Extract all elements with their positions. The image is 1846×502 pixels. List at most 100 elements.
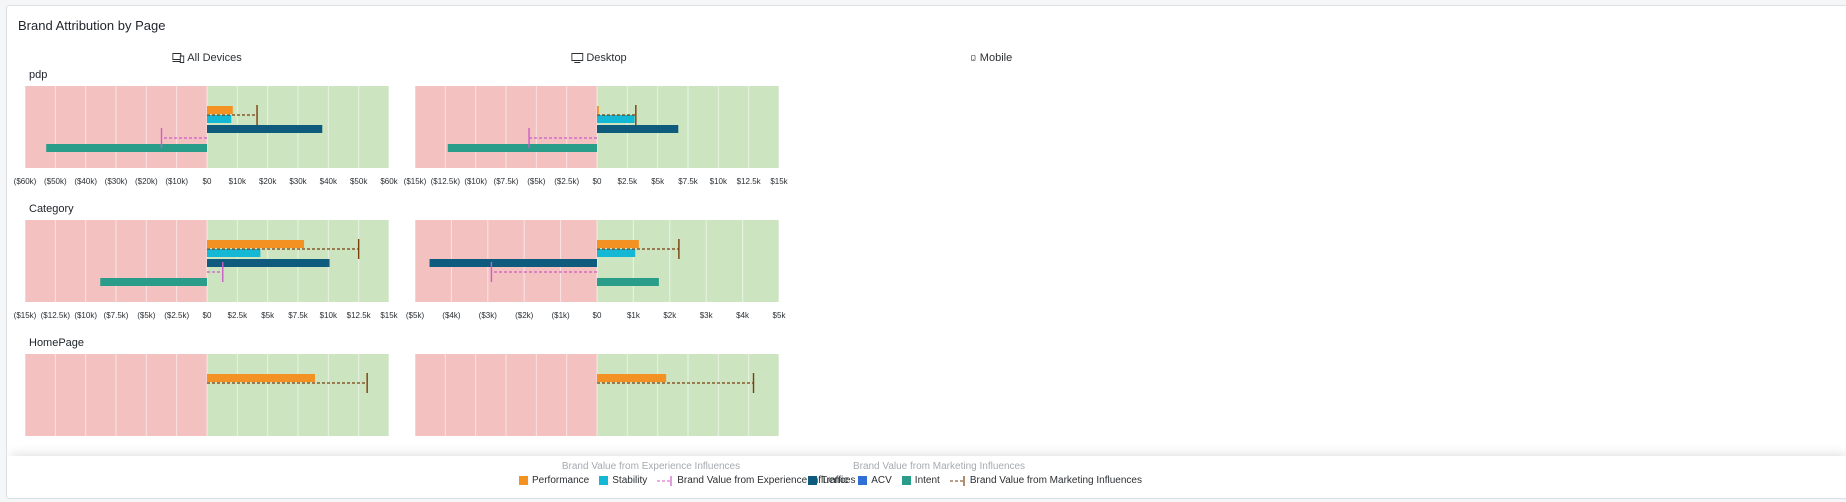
experience-total-line bbox=[528, 128, 597, 148]
legend-item-stability[interactable]: Stability bbox=[599, 475, 647, 486]
device-label: All Devices bbox=[187, 52, 242, 64]
performance-bar bbox=[207, 106, 233, 114]
exp-total-dash-icon bbox=[657, 475, 672, 486]
x-tick-label: ($4k) bbox=[442, 311, 461, 320]
legend-item-intent[interactable]: Intent bbox=[901, 475, 940, 486]
stability-bar bbox=[597, 115, 635, 123]
x-tick-label: $3k bbox=[700, 311, 714, 320]
row-label-category: Category bbox=[29, 203, 74, 215]
device-label: Desktop bbox=[586, 52, 627, 64]
x-tick-label: $12.5k bbox=[347, 311, 372, 320]
device-header-desktop: Desktop bbox=[571, 52, 627, 64]
traffic-bar bbox=[429, 259, 597, 267]
x-tick-label: ($5k) bbox=[406, 311, 425, 320]
x-tick-label: ($2.5k) bbox=[554, 177, 579, 186]
intent-bar bbox=[447, 144, 597, 152]
x-tick-label: ($30k) bbox=[105, 177, 128, 186]
x-tick-label: ($2k) bbox=[515, 311, 534, 320]
chart-pdp-all-devices: ($60k) ($50k) ($40k) ($30k) ($20k) ($10k) $0 $1… bbox=[14, 86, 399, 186]
x-tick-label: ($15k) bbox=[404, 177, 427, 186]
legend-item-performance[interactable]: Performance bbox=[519, 475, 589, 486]
brand-attribution-card: Brand Attribution by Page All Devices De… bbox=[6, 5, 1846, 499]
legend-marketing-items: Traffic ACV Intent Brand Value from Mark… bbox=[808, 475, 1142, 486]
x-tick-label: ($5k) bbox=[137, 311, 156, 320]
x-tick-label: $10k bbox=[320, 311, 338, 320]
x-tick-label: ($1k) bbox=[551, 311, 570, 320]
x-tick-label: $20k bbox=[259, 177, 277, 186]
performance-bar bbox=[207, 374, 315, 382]
acv-swatch bbox=[858, 476, 868, 485]
marketing-total-line bbox=[207, 239, 360, 259]
chart-pdp-desktop: ($15k) ($12.5k) ($10k) ($7.5k) ($5k) ($2.5k) $… bbox=[404, 86, 789, 186]
legend-item-mkt-total[interactable]: Brand Value from Marketing Influences bbox=[949, 475, 1142, 486]
intent-bar bbox=[46, 144, 207, 152]
x-tick-label: ($12.5k) bbox=[41, 311, 71, 320]
marketing-total-line bbox=[597, 373, 755, 393]
x-tick-label: $7.5k bbox=[288, 311, 309, 320]
intent-bar bbox=[100, 278, 207, 286]
performance-bar bbox=[597, 240, 639, 248]
legend-item-acv[interactable]: ACV bbox=[858, 475, 892, 486]
mkt-total-dash-icon bbox=[949, 475, 965, 486]
x-tick-label: $1k bbox=[627, 311, 641, 320]
x-tick-label: ($7.5k) bbox=[104, 311, 129, 320]
legend-experience-title: Brand Value from Experience Influences bbox=[561, 461, 741, 472]
traffic-swatch bbox=[808, 476, 817, 485]
intent-bar bbox=[597, 278, 659, 286]
x-tick-label: ($50k) bbox=[44, 177, 67, 186]
marketing-total-line bbox=[207, 105, 258, 125]
performance-bar bbox=[597, 374, 667, 382]
x-tick-label: $12.5k bbox=[737, 177, 762, 186]
traffic-bar bbox=[207, 259, 330, 267]
traffic-bar bbox=[597, 125, 679, 133]
marketing-total-line bbox=[597, 239, 680, 259]
x-tick-label: ($10k) bbox=[464, 177, 487, 186]
x-tick-label: $0 bbox=[593, 311, 602, 320]
legend-item-exp-total[interactable]: Brand Value from Experience Influences bbox=[657, 475, 856, 486]
x-tick-label: $0 bbox=[203, 177, 212, 186]
x-tick-label: ($20k) bbox=[135, 177, 158, 186]
experience-total-line bbox=[490, 262, 597, 282]
x-tick-label: ($15k) bbox=[14, 311, 37, 320]
x-tick-label: $40k bbox=[320, 177, 338, 186]
chart-homepage-all-devices bbox=[24, 354, 390, 436]
row-label-pdp: pdp bbox=[29, 69, 48, 81]
x-tick-label: $10k bbox=[710, 177, 728, 186]
x-tick-label: $2.5k bbox=[228, 311, 249, 320]
x-tick-label: ($5k) bbox=[527, 177, 546, 186]
x-tick-label: $5k bbox=[773, 311, 787, 320]
device-header-mobile: Mobile bbox=[970, 52, 1012, 64]
stability-swatch bbox=[599, 476, 609, 485]
experience-total-line bbox=[160, 128, 207, 148]
positive-region bbox=[597, 220, 779, 302]
x-tick-label: ($2.5k) bbox=[164, 311, 189, 320]
marketing-total-line bbox=[597, 105, 637, 125]
x-tick-label: $2.5k bbox=[618, 177, 639, 186]
x-tick-label: ($60k) bbox=[14, 177, 37, 186]
x-tick-label: $0 bbox=[203, 311, 212, 320]
x-tick-label: ($12.5k) bbox=[431, 177, 461, 186]
traffic-bar bbox=[207, 125, 323, 133]
legend-marketing-title: Brand Value from Marketing Influences bbox=[852, 461, 1026, 472]
performance-bar bbox=[597, 106, 599, 114]
marketing-total-line bbox=[207, 373, 368, 393]
stability-bar bbox=[597, 249, 636, 257]
x-tick-label: $7.5k bbox=[678, 177, 699, 186]
devices-icon bbox=[172, 53, 185, 63]
x-tick-label: $2k bbox=[663, 311, 677, 320]
x-tick-label: $15k bbox=[380, 311, 398, 320]
device-header-all-devices: All Devices bbox=[172, 52, 242, 64]
x-tick-label: ($10k) bbox=[165, 177, 188, 186]
performance-swatch bbox=[519, 476, 528, 485]
desktop-icon bbox=[571, 53, 584, 63]
x-tick-label: $30k bbox=[289, 177, 307, 186]
chart-category-desktop: ($5k) ($4k) ($3k) ($2k) ($1k) $0 $1k $2k $3k $4k $… bbox=[406, 220, 786, 320]
x-tick-label: $5k bbox=[651, 177, 665, 186]
x-tick-label: $60k bbox=[380, 177, 398, 186]
legend-item-traffic[interactable]: Traffic bbox=[808, 475, 848, 486]
performance-bar bbox=[207, 240, 305, 248]
device-label: Mobile bbox=[979, 52, 1013, 64]
row-label-homepage: HomePage bbox=[29, 337, 85, 349]
x-tick-label: $5k bbox=[261, 311, 275, 320]
card-title: Brand Attribution by Page bbox=[18, 18, 166, 33]
